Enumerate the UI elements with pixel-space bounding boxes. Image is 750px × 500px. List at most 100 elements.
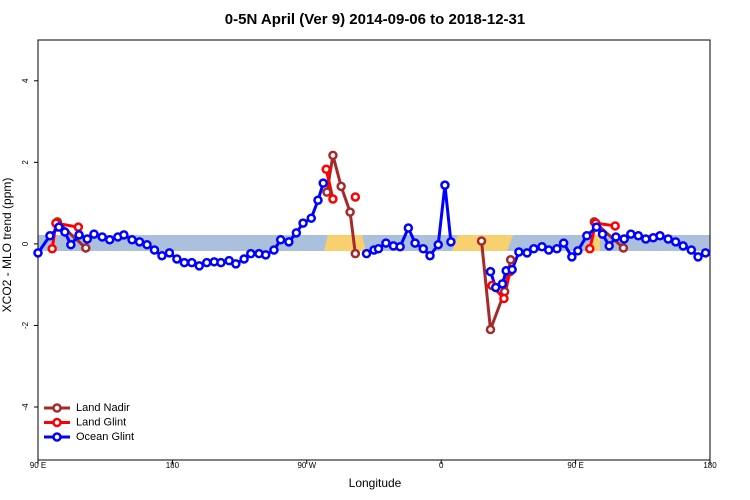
data-point [585, 244, 595, 254]
data-point [164, 248, 175, 258]
data-point [446, 237, 456, 247]
data-point [655, 230, 665, 241]
data-point [328, 194, 338, 204]
data-point [626, 229, 636, 239]
data-point [306, 213, 317, 223]
series-line [50, 168, 616, 302]
data-point [60, 227, 70, 237]
y-tick-label: 0 [21, 241, 30, 246]
data-point [582, 230, 592, 241]
data-point [127, 235, 137, 245]
data-point [47, 244, 57, 254]
data-point [567, 252, 577, 262]
data-point [410, 238, 420, 248]
x-tick-label: 180 [166, 461, 180, 470]
data-point [313, 195, 323, 206]
y-axis-label: XCO2 - MLO trend (ppm) [0, 178, 14, 313]
band-gold [324, 235, 366, 251]
data-point [440, 180, 450, 190]
legend-label: Land Glint [76, 416, 126, 428]
data-point [187, 257, 197, 268]
data-point [239, 254, 249, 264]
data-point [33, 248, 43, 258]
data-point [298, 218, 308, 228]
data-point [693, 252, 703, 262]
legend-marker [52, 403, 62, 413]
data-point [499, 293, 509, 304]
data-point [611, 232, 621, 242]
x-tick-label: 90 W [297, 461, 316, 470]
data-point [97, 232, 107, 242]
data-point [663, 234, 673, 244]
x-tick-label: 90 E [30, 461, 46, 470]
data-point [361, 248, 372, 259]
data-point [350, 192, 361, 202]
data-point [433, 239, 443, 250]
data-point [54, 222, 64, 232]
data-point [505, 255, 516, 265]
y-tick-label: -2 [21, 321, 30, 329]
data-point [142, 239, 152, 250]
data-point [418, 244, 429, 254]
data-point [179, 257, 190, 268]
data-point [291, 228, 302, 238]
data-point [89, 229, 99, 239]
data-point [149, 245, 160, 255]
legend-label: Ocean Glint [76, 431, 134, 443]
data-point [260, 250, 271, 260]
data-point [619, 234, 629, 244]
data-point [395, 241, 405, 252]
data-point [558, 238, 569, 248]
data-point [514, 247, 524, 257]
data-point [321, 164, 331, 175]
x-tick-label: 0 [439, 461, 444, 470]
data-point [201, 257, 212, 268]
data-point [476, 236, 487, 246]
data-point [81, 243, 91, 253]
data-point [216, 257, 226, 268]
data-point [336, 181, 346, 192]
data-point [373, 244, 384, 254]
data-point [700, 248, 711, 258]
data-point [74, 230, 84, 240]
data-point [610, 221, 620, 231]
y-tick-label: 4 [21, 78, 30, 83]
data-point [573, 246, 583, 256]
data-point [552, 244, 562, 254]
data-point [66, 239, 76, 250]
data-point [381, 238, 391, 248]
data-point [345, 207, 355, 217]
data-point [403, 223, 414, 233]
data-point [597, 229, 608, 239]
data-point [490, 282, 501, 293]
data-point [604, 241, 614, 251]
data-point [497, 279, 508, 289]
x-axis-label: Longitude [349, 476, 402, 490]
data-point [633, 230, 644, 241]
data-point [45, 230, 55, 241]
legend-marker [52, 417, 62, 428]
data-point [522, 248, 532, 258]
data-point [73, 222, 84, 232]
data-point [172, 254, 182, 264]
data-point [591, 222, 602, 232]
y-tick-label: -4 [21, 403, 30, 411]
data-point [246, 248, 256, 259]
data-point [134, 237, 145, 247]
data-point [529, 244, 539, 254]
data-point [322, 187, 332, 197]
data-point [485, 324, 496, 335]
legend-label: Land Nadir [76, 402, 130, 414]
data-point [485, 266, 496, 277]
data-point [618, 243, 629, 253]
data-point [425, 250, 435, 261]
x-tick-label: 180 [703, 461, 717, 470]
y-tick-label: 2 [21, 160, 30, 165]
data-point [104, 235, 115, 245]
data-point [686, 245, 697, 255]
legend-marker [52, 432, 62, 442]
chart-title: 0-5N April (Ver 9) 2014-09-06 to 2018-12… [225, 11, 525, 28]
data-point [507, 264, 517, 275]
data-point [284, 237, 294, 247]
